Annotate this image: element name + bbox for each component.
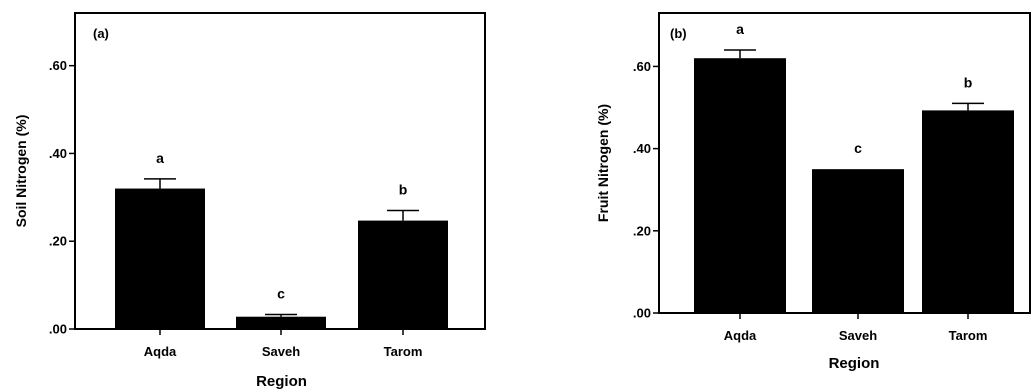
panel-a-x-axis-title: Region: [256, 373, 307, 390]
panel-b-x-axis-title: Region: [829, 355, 880, 372]
panel-b-bar-saveh: [812, 169, 904, 313]
panel-b: (b) .00 .20 .40 .60 Fruit Nitrogen (%) a Aqda c S…: [595, 12, 1031, 372]
panel-b-ytick-label: .60: [633, 59, 651, 74]
panel-a-bar-tarom: [358, 220, 448, 329]
panel-a-xtick-label: Aqda: [144, 344, 177, 359]
panel-a-ytick-label: .60: [49, 58, 67, 73]
panel-a-xtick-label: Saveh: [262, 344, 300, 359]
panel-a-ytick-label: .20: [49, 234, 67, 249]
panel-b-xtick-label: Saveh: [839, 328, 877, 343]
panel-a-xtick-label: Tarom: [384, 344, 423, 359]
panel-a-ytick-label: .00: [49, 322, 67, 337]
panel-a-bar-aqda: [115, 188, 205, 329]
panel-b-ytick-label: .00: [633, 306, 651, 321]
panel-a-significance-letter: b: [399, 182, 408, 198]
panel-a-significance-letter: c: [277, 286, 285, 302]
panel-a-y-axis-title: Soil Nitrogen (%): [13, 115, 29, 228]
panel-a-bar-saveh: [236, 316, 326, 329]
panel-a: (a) .00 .20 .40 .60 Soil Nitrogen (%) a Aqda c Sa…: [13, 12, 486, 390]
panel-b-bar-tarom: [922, 110, 1014, 313]
panel-b-y-axis-title: Fruit Nitrogen (%): [595, 104, 611, 222]
panel-b-significance-letter: b: [964, 74, 973, 90]
panel-a-ytick-label: .40: [49, 146, 67, 161]
panel-b-ytick-label: .40: [633, 141, 651, 156]
panel-b-significance-letter: a: [736, 21, 744, 37]
panel-b-panel-label: (b): [670, 26, 687, 41]
panel-b-xtick-label: Tarom: [949, 328, 988, 343]
panel-a-panel-label: (a): [93, 26, 109, 41]
panel-b-significance-letter: c: [854, 140, 862, 156]
panel-b-xtick-label: Aqda: [724, 328, 757, 343]
panel-b-ytick-label: .20: [633, 223, 651, 238]
panel-a-significance-letter: a: [156, 150, 164, 166]
panel-b-bar-aqda: [694, 58, 786, 314]
